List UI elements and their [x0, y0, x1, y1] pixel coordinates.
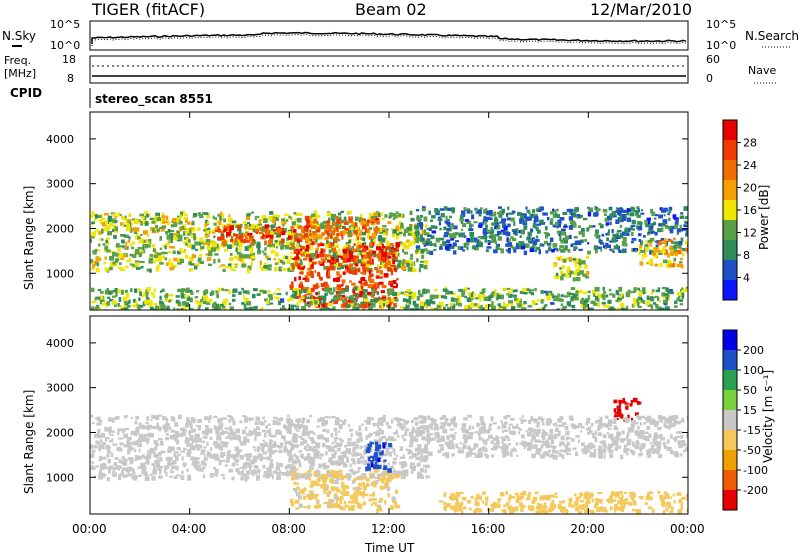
power-colorbar-label: Power [dB]: [757, 185, 771, 250]
power-ytick-label: 2000: [46, 222, 74, 235]
xtick-label: 12:00: [371, 522, 406, 536]
colorbar-swatch: [723, 430, 737, 451]
velocity-heatmap: [90, 397, 688, 514]
velocity-echo-region-4: [414, 414, 688, 460]
colorbar-tick-label: -100: [743, 464, 768, 477]
power-colorbar: 28 24 20 16 12 8 4: [722, 119, 757, 301]
colorbar-swatch: [723, 160, 737, 181]
xtick-label: 04:00: [172, 522, 207, 536]
freq-label: Freq.: [4, 54, 31, 67]
velocity-panel: 4000 3000 2000 1000 Slant Range [km] 200 100…: [22, 112, 775, 554]
power-echo-region-6: [638, 237, 688, 269]
power-echo-region-3: [303, 215, 380, 242]
x-axis-label: Time UT: [364, 541, 415, 554]
power-echo-region-4: [414, 206, 688, 256]
power-echo-region-0: [90, 210, 431, 274]
velocity-echo-region-2: [365, 441, 392, 473]
nsky-series: [91, 31, 687, 44]
velocity-ytick-label: 1000: [46, 471, 74, 484]
colorbar-swatch: [723, 390, 737, 411]
colorbar-swatch: [723, 490, 737, 511]
velocity-ylabel: Slant Range [km]: [22, 390, 36, 494]
nave-tick-top: 60: [706, 53, 720, 66]
cpid-panel: CPID stereo_scan 8551: [10, 86, 213, 108]
colorbar-tick-label: 15: [743, 404, 757, 417]
colorbar-swatch: [723, 240, 737, 261]
velocity-ytick-label: 3000: [46, 382, 74, 395]
cpid-label: CPID: [10, 86, 42, 100]
colorbar-tick-label: 8: [743, 249, 750, 262]
velocity-echo-region-5: [439, 490, 688, 514]
colorbar-tick-label: 28: [743, 137, 757, 150]
colorbar-tick-label: -200: [743, 484, 768, 497]
colorbar-swatch: [723, 260, 737, 281]
nave-tick-bottom: 0: [706, 72, 713, 85]
velocity-colorbar-label: Velocity [m s⁻¹]: [761, 370, 775, 463]
xtick-label: 00:00: [72, 522, 107, 536]
colorbar-tick-label: 200: [743, 344, 764, 357]
xtick-label: 20:00: [570, 522, 605, 536]
power-ylabel: Slant Range [km]: [22, 186, 36, 290]
nsky-panel: N.Sky 10^5 10^0 10^5 10^0 N.Search: [2, 18, 799, 52]
colorbar-swatch: [723, 470, 737, 491]
colorbar-swatch: [723, 370, 737, 391]
beam-label: Beam 02: [355, 0, 427, 19]
nsearch-label: N.Search: [745, 29, 799, 43]
colorbar-tick-label: 100: [743, 364, 764, 377]
power-panel: 4000 3000 2000 1000 Slant Range [km] 28 24 20…: [22, 111, 771, 311]
figure-title: TIGER (fitACF): [91, 0, 205, 19]
cpid-text: stereo_scan 8551: [95, 92, 213, 107]
colorbar-tick-label: 4: [743, 272, 750, 285]
nsky-tick-top: 10^5: [50, 18, 80, 31]
colorbar-swatch: [723, 350, 737, 371]
power-ytick-label: 3000: [46, 178, 74, 191]
nsky-label: N.Sky: [2, 29, 36, 43]
velocity-echo-region-1: [289, 468, 401, 514]
nave-label: Nave: [748, 64, 776, 77]
xtick-label: 08:00: [271, 522, 306, 536]
colorbar-swatch: [723, 120, 737, 141]
colorbar-swatch: [723, 330, 737, 351]
freq-panel: Freq. [MHz] 18 8 60 0 Nave: [4, 53, 778, 85]
colorbar-tick-label: 12: [743, 227, 757, 240]
colorbar-swatch: [723, 280, 737, 301]
velocity-ytick-label: 4000: [46, 337, 74, 350]
colorbar-swatch: [723, 220, 737, 241]
freq-unit: [MHz]: [4, 67, 36, 80]
xtick-label: 16:00: [471, 522, 506, 536]
colorbar-tick-label: 16: [743, 204, 757, 217]
colorbar-swatch: [723, 140, 737, 161]
date-label: 12/Mar/2010: [590, 0, 692, 19]
power-ytick-label: 1000: [46, 267, 74, 280]
colorbar-tick-label: 24: [743, 159, 757, 172]
xtick-label: 00:00: [670, 522, 705, 536]
nsky-tick-bottom: 10^0: [50, 39, 80, 52]
colorbar-swatch: [723, 410, 737, 431]
power-ytick-label: 4000: [46, 133, 74, 146]
colorbar-tick-label: 20: [743, 182, 757, 195]
velocity-ytick-label: 2000: [46, 426, 74, 439]
nsearch-tick-bottom: 10^0: [706, 39, 736, 52]
freq-tick-top: 18: [62, 53, 76, 66]
velocity-colorbar: 200 100 50 15 -15 -50 -100 -200: [722, 329, 768, 511]
colorbar-tick-label: -15: [743, 424, 761, 437]
colorbar-swatch: [723, 180, 737, 201]
colorbar-swatch: [723, 200, 737, 221]
power-echo-region-5: [553, 255, 590, 282]
freq-tick-bottom: 8: [67, 72, 74, 85]
colorbar-swatch: [723, 450, 737, 471]
nsearch-tick-top: 10^5: [706, 18, 736, 31]
power-heatmap: [90, 206, 688, 310]
colorbar-tick-label: -50: [743, 444, 761, 457]
colorbar-tick-label: 50: [743, 384, 757, 397]
